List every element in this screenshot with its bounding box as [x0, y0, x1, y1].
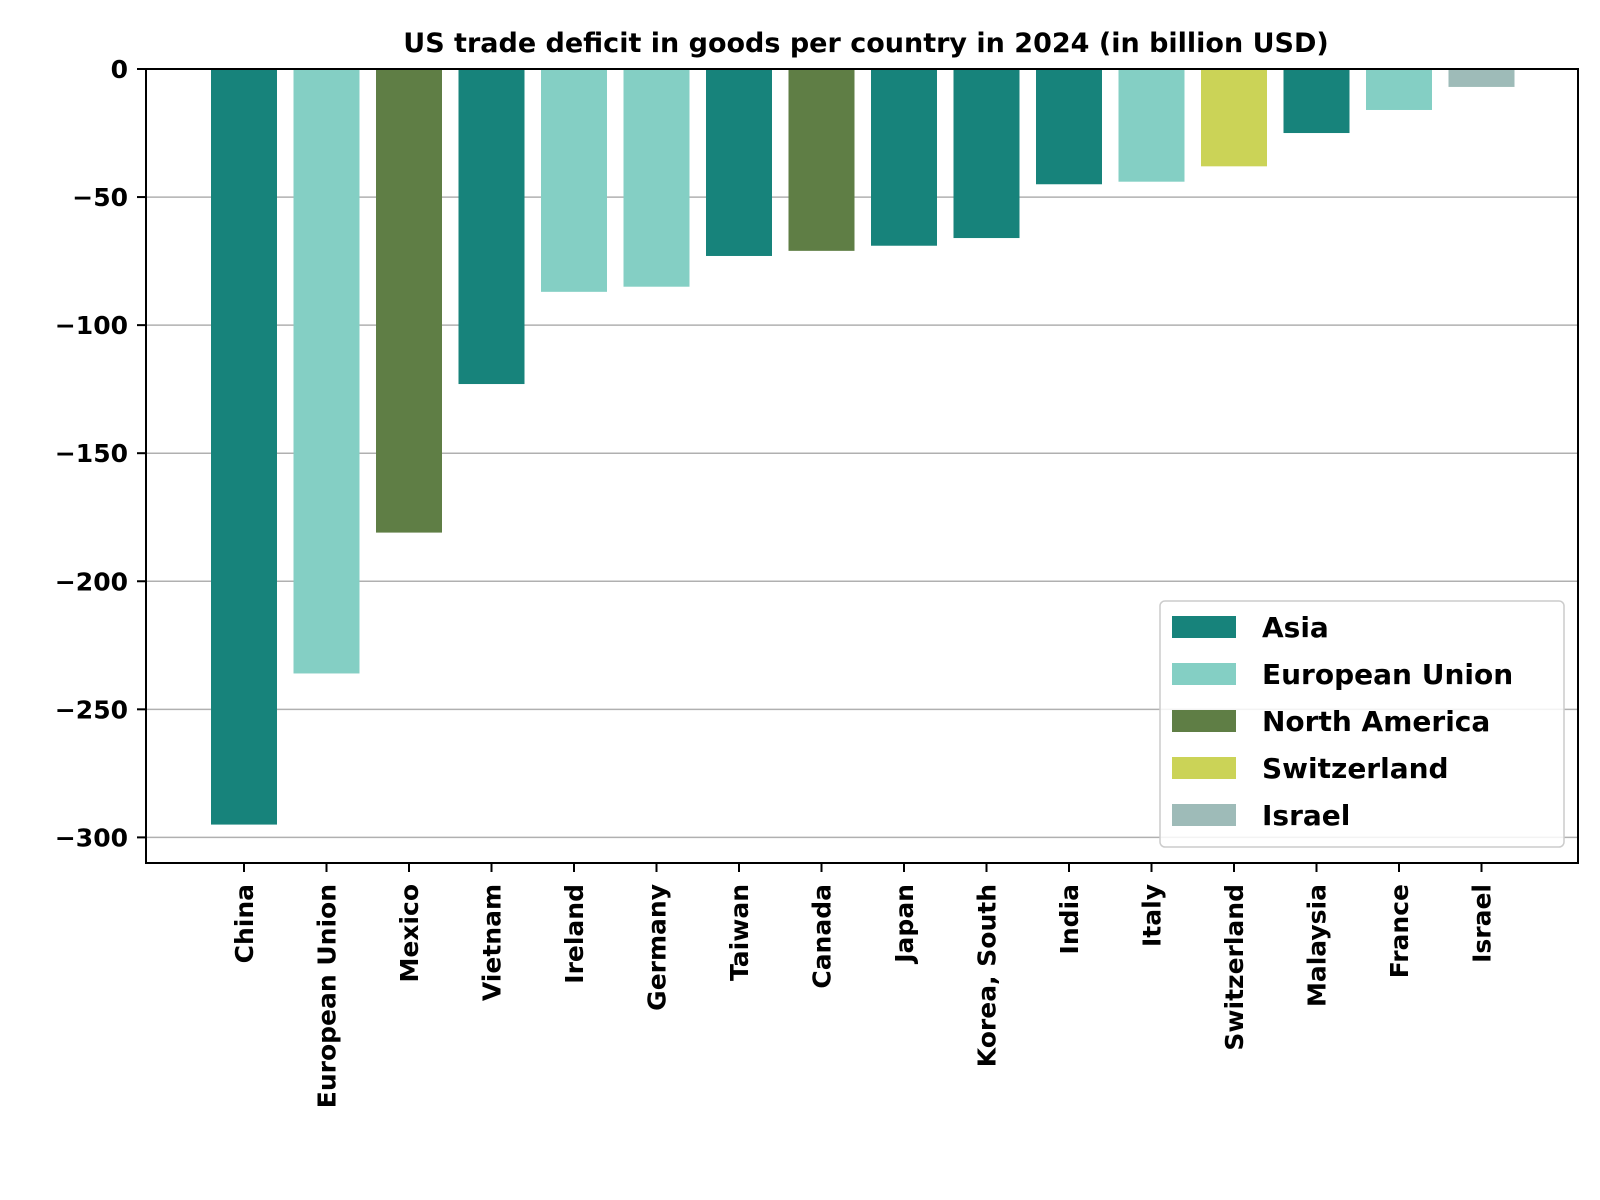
legend-box — [1159, 600, 1565, 848]
x-tick-label: Switzerland — [1220, 884, 1249, 1051]
x-tick-label: Japan — [890, 884, 919, 965]
bar-japan — [871, 69, 937, 246]
bar-taiwan — [706, 69, 772, 256]
legend: Asia European Union North America Switzerla… — [1159, 600, 1565, 848]
bar-vietnam — [458, 69, 525, 385]
bar-china — [211, 69, 277, 825]
x-tick-label: Korea, South — [973, 884, 1002, 1067]
legend-swatch — [1172, 663, 1236, 685]
bar-canada — [788, 69, 855, 251]
y-tick-label: −250 — [55, 695, 128, 724]
y-tick-label: −300 — [55, 823, 128, 852]
bar-france — [1366, 69, 1432, 110]
legend-label: North America — [1262, 705, 1490, 738]
x-tick-label: China — [230, 884, 259, 963]
legend-label: Asia — [1262, 611, 1329, 644]
x-tick-label: Germany — [643, 884, 672, 1011]
bar-mexico — [376, 69, 442, 533]
y-axis: 0 −50 −100 −150 −200 −250 −300 — [55, 55, 146, 852]
legend-swatch — [1172, 804, 1236, 826]
x-tick-label: Mexico — [395, 884, 424, 983]
bar-india — [1036, 69, 1102, 185]
x-tick-label: European Union — [313, 884, 342, 1108]
bar-korea-south — [953, 69, 1020, 239]
bar-european-union — [293, 69, 360, 674]
y-tick-label: −100 — [55, 311, 128, 340]
x-tick-label: Canada — [808, 884, 837, 989]
legend-swatch — [1172, 616, 1236, 638]
x-tick-label: India — [1055, 884, 1084, 954]
chart-title: US trade deficit in goods per country in… — [403, 28, 1328, 59]
x-tick-label: Ireland — [560, 884, 589, 984]
x-axis: China European Union Mexico Vietnam Ireland G… — [230, 863, 1497, 1108]
y-tick-label: 0 — [111, 55, 128, 84]
x-tick-label: France — [1385, 884, 1414, 978]
x-tick-label: Taiwan — [725, 884, 754, 981]
bar-italy — [1118, 69, 1185, 182]
plot-frame — [145, 68, 1579, 864]
x-tick-label: Italy — [1138, 884, 1167, 947]
bars — [211, 69, 1515, 825]
bar-switzerland — [1201, 69, 1267, 167]
legend-label: Switzerland — [1262, 752, 1449, 785]
y-tick-label: −150 — [55, 439, 128, 468]
bar-germany — [623, 69, 690, 287]
bar-israel — [1448, 69, 1515, 87]
legend-swatch — [1172, 710, 1236, 732]
x-tick-label: Vietnam — [478, 884, 507, 1001]
y-tick-label: −200 — [55, 567, 128, 596]
legend-label: European Union — [1262, 658, 1513, 691]
bar-malaysia — [1283, 69, 1350, 134]
bar-ireland — [541, 69, 607, 292]
x-tick-label: Malaysia — [1303, 884, 1332, 1007]
y-tick-label: −50 — [72, 183, 128, 212]
x-tick-label: Israel — [1468, 884, 1497, 963]
legend-label: Israel — [1262, 799, 1350, 832]
legend-swatch — [1172, 757, 1236, 779]
